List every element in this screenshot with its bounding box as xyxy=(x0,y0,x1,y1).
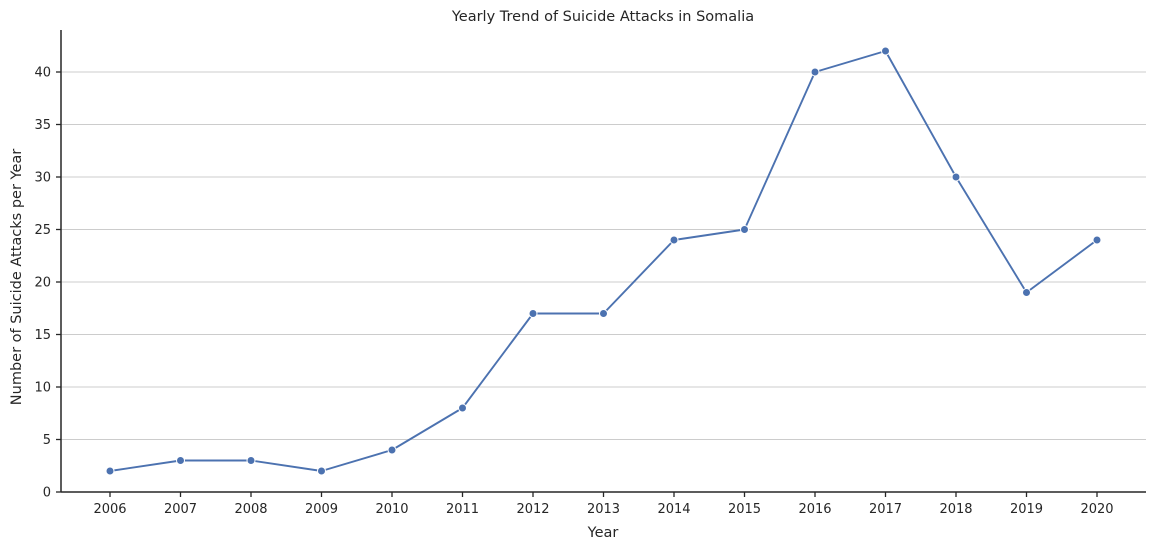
data-point xyxy=(669,235,679,245)
x-tick-label: 2018 xyxy=(939,502,972,517)
y-tick-label: 35 xyxy=(34,118,51,133)
x-tick-label: 2009 xyxy=(305,502,338,517)
y-tick-label: 10 xyxy=(34,381,51,396)
data-point xyxy=(176,456,185,465)
data-point xyxy=(458,403,467,413)
x-tick-label: 2017 xyxy=(869,502,902,517)
x-tick-label: 2011 xyxy=(446,502,479,517)
y-tick-label: 15 xyxy=(34,328,51,343)
data-point xyxy=(881,46,890,56)
data-point xyxy=(317,466,326,476)
x-tick-label: 2020 xyxy=(1080,502,1113,517)
x-tick-label: 2012 xyxy=(516,502,549,517)
series-layer xyxy=(105,46,1102,476)
x-tick-label: 2008 xyxy=(234,502,267,517)
data-point xyxy=(810,67,820,77)
x-tick-label: 2007 xyxy=(164,502,197,517)
x-tick-label: 2015 xyxy=(728,502,761,517)
data-point xyxy=(1022,288,1031,297)
y-tick-label: 20 xyxy=(34,276,51,291)
grid-layer xyxy=(61,71,1146,441)
data-point xyxy=(740,225,749,234)
data-point xyxy=(246,456,256,465)
y-axis-label: Number of Suicide Attacks per Year xyxy=(9,149,25,405)
x-tick-label: 2010 xyxy=(375,502,408,517)
data-point xyxy=(951,172,961,182)
x-axis-label: Year xyxy=(587,525,619,541)
data-point xyxy=(599,309,608,318)
y-tick-label: 30 xyxy=(34,171,51,186)
x-tick-label: 2019 xyxy=(1010,502,1043,517)
y-tick-label: 40 xyxy=(34,66,51,81)
x-tick-label: 2013 xyxy=(587,502,620,517)
data-point xyxy=(528,309,538,318)
data-point xyxy=(387,445,397,455)
y-tick-label: 25 xyxy=(34,223,51,238)
data-point xyxy=(1092,235,1102,245)
series-line xyxy=(109,50,1098,472)
x-tick-label: 2014 xyxy=(657,502,690,517)
x-tick-label: 2016 xyxy=(798,502,831,517)
x-tick-label: 2006 xyxy=(93,502,126,517)
y-tick-label: 0 xyxy=(43,486,51,501)
y-tick-label: 5 xyxy=(43,433,51,448)
data-point xyxy=(105,466,115,476)
chart-title: Yearly Trend of Suicide Attacks in Somal… xyxy=(451,9,754,25)
axis-layer: 0 5 10 15 20 25 30 35 40 2006 2007 2008 2009 2010 2011… xyxy=(34,30,1146,517)
